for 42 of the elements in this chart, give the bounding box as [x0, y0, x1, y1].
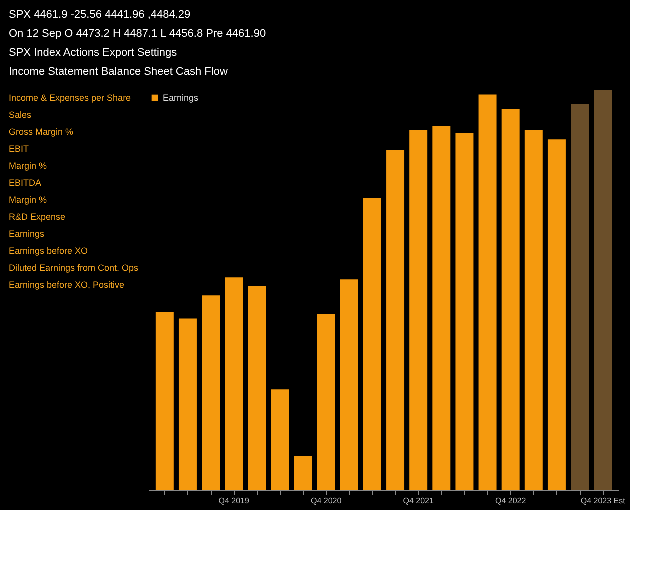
bar [548, 140, 566, 490]
text: Margin % [9, 161, 48, 171]
text: R&D Expense [9, 212, 66, 222]
text: Diluted Earnings from Cont. Ops [9, 263, 140, 273]
bar [271, 390, 290, 490]
x-tick-label: Q4 2023 Est [580, 496, 626, 506]
x-tick-label: Q4 2022 [495, 496, 527, 506]
x-tick-label: Q4 2020 [310, 496, 342, 506]
bar [363, 198, 382, 490]
text: EBIT [9, 144, 30, 154]
bar [502, 109, 520, 490]
text: Earnings before XO, Positive [9, 280, 125, 290]
bar [478, 94, 497, 490]
bar [317, 314, 336, 490]
bar [156, 312, 174, 490]
bar [594, 90, 612, 490]
bar [386, 150, 405, 490]
bar [248, 286, 266, 490]
bar [571, 104, 590, 490]
text: EBITDA [9, 178, 42, 188]
x-tick-label: Q4 2021 [403, 496, 434, 506]
text: Margin % [9, 195, 48, 205]
text: Sales [9, 110, 32, 120]
bar [524, 130, 543, 490]
text: Earnings before XO [9, 246, 88, 256]
bar [340, 280, 358, 490]
bar [456, 133, 474, 490]
bar [225, 278, 244, 490]
bar [202, 296, 220, 490]
text: Income & Expenses per Share [9, 93, 132, 103]
text: Gross Margin % [9, 127, 74, 137]
bar [432, 126, 451, 490]
text: On 12 Sep O 4473.2 H 4487.1 L 4456.8 Pre 4461.90 [9, 28, 266, 40]
x-tick-label: Q4 2019 [218, 496, 250, 506]
bar [294, 456, 312, 490]
bar [410, 130, 428, 490]
text: Earnings [9, 229, 46, 239]
text: Income Statement Balance Sheet Cash Flow [9, 66, 228, 78]
text: SPX 4461.9 -25.56 4441.96 ,4484.29 [9, 9, 191, 21]
legend-label: Earnings [163, 93, 200, 103]
bar [178, 318, 197, 490]
text: SPX Index Actions Export Settings [9, 47, 178, 59]
